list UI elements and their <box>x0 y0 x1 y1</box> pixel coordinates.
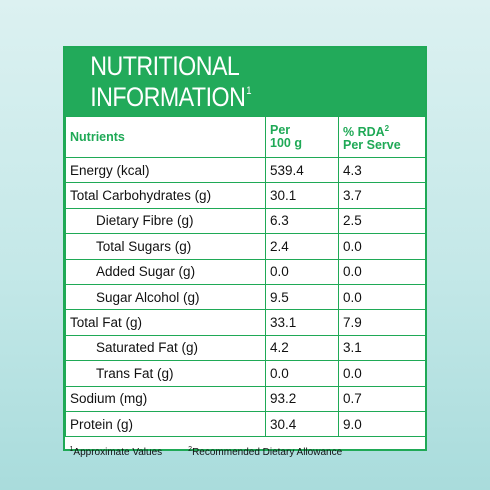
nutrient-per100: 539.4 <box>265 156 339 184</box>
nutrient-rda: 0.0 <box>338 283 426 311</box>
nutrient-name: Dietary Fibre (g) <box>65 207 266 235</box>
table-row: Added Sugar (g) 0.0 0.0 <box>65 258 426 285</box>
footnote-2-text: Recommended Dietary Allowance <box>192 447 343 459</box>
title-footnote-mark: 1 <box>246 85 251 97</box>
nutrition-panel: NUTRITIONAL INFORMATION1 Nutrients Per 10… <box>63 46 427 468</box>
nutrient-rda: 0.0 <box>338 258 426 285</box>
nutrient-name: Sugar Alcohol (g) <box>65 283 266 311</box>
nutrient-name: Saturated Fat (g) <box>65 334 266 362</box>
nutrient-name: Sodium (mg) <box>65 385 266 412</box>
footnote-1-mark: 1 <box>69 446 74 454</box>
footnotes: 1Approximate Values 2Recommended Dietary … <box>65 436 426 468</box>
nutrient-name: Added Sugar (g) <box>65 258 266 285</box>
nutrient-per100: 2.4 <box>265 233 339 260</box>
footnote-1-text: Approximate Values <box>73 447 163 459</box>
nutrient-per100: 4.2 <box>265 334 339 362</box>
nutrient-name: Energy (kcal) <box>65 156 266 184</box>
nutrient-name: Total Carbohydrates (g) <box>65 182 266 209</box>
table-row: Total Fat (g) 33.1 7.9 <box>65 309 426 336</box>
nutrient-name: Total Sugars (g) <box>65 233 266 260</box>
nutrient-rda: 0.0 <box>338 360 426 387</box>
table-row: Energy (kcal) 539.4 4.3 <box>65 156 426 184</box>
nutrient-rda: 9.0 <box>338 410 426 438</box>
nutrient-rda: 0.0 <box>338 233 426 260</box>
nutrient-per100: 93.2 <box>265 385 339 412</box>
table-row: Total Carbohydrates (g) 30.1 3.7 <box>65 182 426 209</box>
nutrient-name: Total Fat (g) <box>65 309 266 336</box>
nutrient-per100: 30.1 <box>265 182 339 209</box>
nutrient-rda: 3.1 <box>338 334 426 362</box>
nutrient-per100: 6.3 <box>265 207 339 235</box>
nutrient-name: Trans Fat (g) <box>65 360 266 387</box>
nutrient-rda: 4.3 <box>338 156 426 184</box>
page-title: NUTRITIONAL INFORMATION1 <box>90 51 251 112</box>
table-header-row: Nutrients Per 100 g % RDA2 Per Serve <box>65 116 426 158</box>
header-per-100g: Per 100 g <box>265 116 339 158</box>
nutrient-rda: 3.7 <box>338 182 426 209</box>
table-row: Saturated Fat (g) 4.2 3.1 <box>65 334 426 362</box>
nutrient-per100: 30.4 <box>265 410 339 438</box>
nutrient-rda: 0.7 <box>338 385 426 412</box>
table-row: Sugar Alcohol (g) 9.5 0.0 <box>65 283 426 311</box>
nutrient-rda: 7.9 <box>338 309 426 336</box>
nutrition-header: NUTRITIONAL INFORMATION1 <box>65 48 425 116</box>
nutrition-table: Nutrients Per 100 g % RDA2 Per Serve Energ… <box>65 116 426 468</box>
header-rda: % RDA2 Per Serve <box>338 116 426 158</box>
nutrient-name: Protein (g) <box>65 410 266 438</box>
footnote-2-mark: 2 <box>188 446 193 454</box>
nutrient-per100: 0.0 <box>265 258 339 285</box>
nutrient-rda: 2.5 <box>338 207 426 235</box>
nutrient-per100: 0.0 <box>265 360 339 387</box>
table-row: Protein (g) 30.4 9.0 <box>65 410 426 438</box>
table-row: Dietary Fibre (g) 6.3 2.5 <box>65 207 426 235</box>
nutrient-per100: 33.1 <box>265 309 339 336</box>
table-row: Sodium (mg) 93.2 0.7 <box>65 385 426 412</box>
footnote-row: 1Approximate Values 2Recommended Dietary … <box>65 436 426 468</box>
header-nutrients: Nutrients <box>65 116 266 158</box>
table-row: Total Sugars (g) 2.4 0.0 <box>65 233 426 260</box>
table-row: Trans Fat (g) 0.0 0.0 <box>65 360 426 387</box>
nutrient-per100: 9.5 <box>265 283 339 311</box>
